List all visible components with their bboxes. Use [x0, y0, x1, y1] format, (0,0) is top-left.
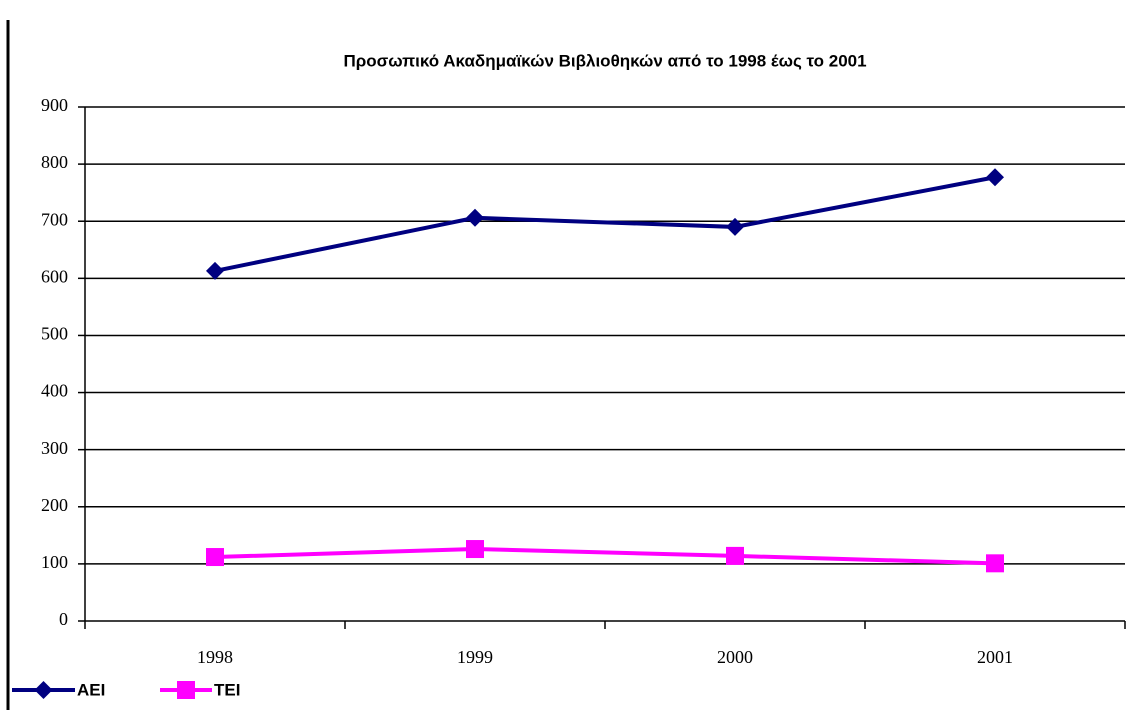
y-tick-label: 200	[41, 495, 68, 515]
x-tick-label: 1999	[457, 647, 493, 667]
series-line	[214, 175, 996, 273]
chart-title: Προσωπικό Ακαδημαϊκών Βιβλιοθηκών από το…	[343, 51, 866, 70]
data-point	[726, 217, 744, 236]
legend-marker	[34, 681, 53, 699]
data-point	[206, 548, 224, 567]
data-point	[466, 208, 484, 227]
legend-label: TEI	[214, 680, 240, 699]
x-tick-label: 1998	[197, 647, 233, 667]
y-tick-label: 900	[41, 95, 68, 115]
series-line	[214, 547, 996, 566]
x-tick-label: 2000	[717, 647, 753, 667]
y-tick-label: 800	[41, 152, 68, 172]
legend-marker	[177, 681, 195, 699]
legend-label: AEI	[77, 680, 105, 699]
y-tick-label: 300	[41, 438, 68, 458]
y-tick-label: 100	[41, 552, 68, 572]
data-point	[986, 554, 1004, 573]
data-point	[206, 261, 224, 280]
y-tick-label: 500	[41, 324, 68, 344]
y-tick-label: 400	[41, 381, 68, 401]
x-tick-label: 2001	[977, 647, 1013, 667]
data-point	[726, 546, 744, 565]
data-point	[986, 168, 1004, 187]
data-point	[466, 540, 484, 559]
y-tick-label: 0	[59, 609, 68, 629]
y-tick-label: 700	[41, 209, 68, 229]
y-tick-label: 600	[41, 266, 68, 286]
